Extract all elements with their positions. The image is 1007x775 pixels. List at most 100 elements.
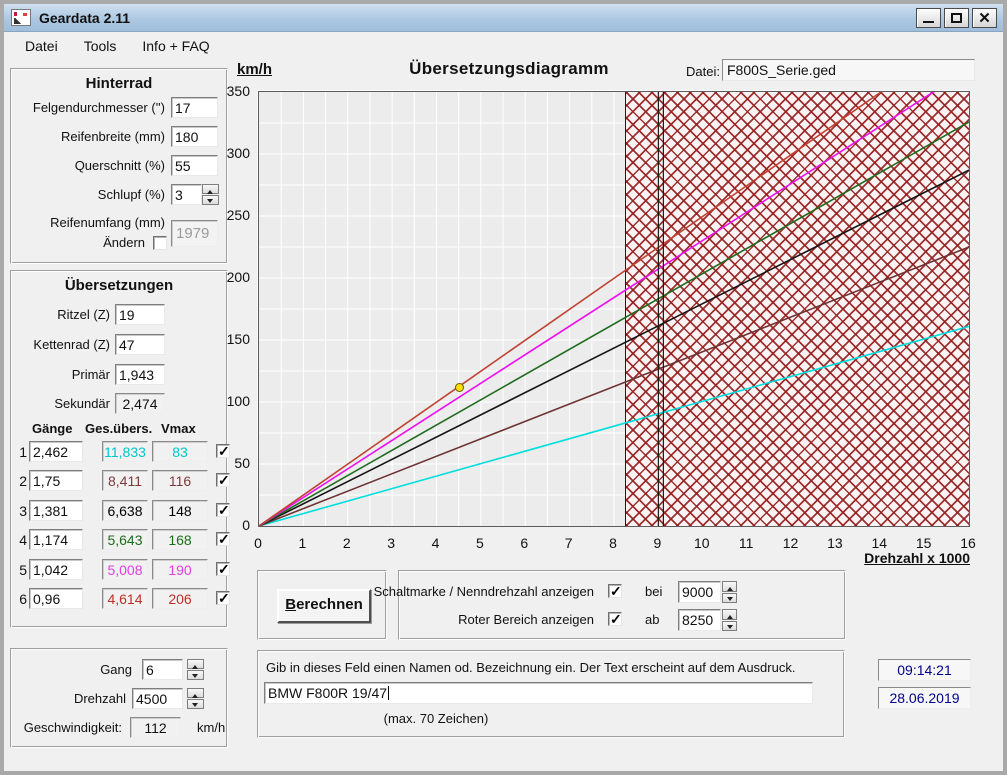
kettenrad-input[interactable] — [115, 334, 165, 355]
schaltmarke-checkbox[interactable] — [608, 583, 622, 600]
aktuell-group: Gang Drehzahl Geschwindigkeit: 112 km/h — [10, 648, 228, 748]
berechnen-button-label: Berechnen — [285, 596, 363, 613]
querschnitt-label: Querschnitt (%) — [74, 158, 165, 173]
y-tick-label: 350 — [226, 83, 250, 99]
step-down-icon[interactable] — [722, 592, 737, 603]
gear-vmax-value: 206 — [152, 588, 208, 609]
gear-checkbox[interactable] — [216, 443, 230, 460]
step-down-icon[interactable] — [722, 620, 737, 631]
step-down-icon[interactable] — [187, 670, 204, 680]
menu-tools[interactable]: Tools — [83, 38, 117, 54]
berechnen-button[interactable]: Berechnen — [277, 589, 371, 623]
step-down-icon[interactable] — [202, 195, 219, 205]
gear-checkbox[interactable] — [216, 561, 230, 578]
chart-title: Übersetzungsdiagramm — [409, 59, 609, 78]
gang-stepper[interactable] — [187, 659, 204, 680]
menu-datei[interactable]: Datei — [25, 38, 58, 54]
drehzahl-input[interactable] — [132, 688, 183, 709]
x-tick-label: 1 — [298, 535, 307, 551]
gear-ges-value: 8,411 — [102, 470, 148, 491]
chart-plot-area — [258, 91, 970, 527]
col-vmax: Vmax — [161, 421, 196, 436]
name-input[interactable]: BMW F800R 19/47 — [264, 682, 813, 704]
clock-date: 28.06.2019 — [878, 687, 971, 709]
chart-y-axis-label: km/h — [237, 61, 273, 78]
window-title: Geardata 2.11 — [39, 9, 131, 26]
kettenrad-label: Kettenrad (Z) — [33, 337, 110, 352]
ab-label: ab — [645, 612, 660, 627]
sekundaer-label: Sekundär — [54, 396, 110, 411]
gear-num: 4 — [19, 532, 27, 548]
reifenumfang-value: 1979 — [171, 220, 218, 247]
x-tick-label: 13 — [827, 535, 843, 551]
gear-checkbox[interactable] — [216, 502, 230, 519]
step-up-icon[interactable] — [722, 609, 737, 620]
step-down-icon[interactable] — [187, 699, 204, 709]
datei-filename: F800S_Serie.ged — [722, 59, 975, 81]
gear-checkbox[interactable] — [216, 590, 230, 607]
x-tick-label: 6 — [520, 535, 529, 551]
step-up-icon[interactable] — [202, 184, 219, 194]
gear-ratio-input[interactable] — [29, 470, 83, 491]
x-tick-label: 4 — [431, 535, 440, 551]
gear-vmax-value: 168 — [152, 529, 208, 550]
menu-bar: Datei Tools Info + FAQ — [4, 33, 1003, 59]
gear-num: 5 — [19, 562, 27, 578]
x-tick-label: 3 — [387, 535, 396, 551]
col-ges-uebers: Ges.übers. — [85, 421, 153, 436]
close-button[interactable]: ✕ — [972, 8, 997, 28]
roter-bereich-stepper[interactable] — [722, 609, 737, 631]
maximize-icon — [951, 13, 962, 23]
red-zone-hatch — [625, 92, 969, 526]
gear-vmax-value: 116 — [152, 470, 208, 491]
roter-bereich-input[interactable] — [678, 609, 721, 631]
geschwindigkeit-unit: km/h — [197, 720, 226, 735]
y-axis-ticks: 0 50 100 150 200 250 300 350 — [216, 83, 254, 533]
gang-label: Gang — [100, 662, 132, 677]
drehzahl-stepper[interactable] — [187, 688, 204, 709]
gear-ratio-input[interactable] — [29, 529, 83, 550]
primaer-input[interactable] — [115, 364, 165, 385]
gear-checkbox[interactable] — [216, 472, 230, 489]
ritzel-input[interactable] — [115, 304, 165, 325]
gang-input[interactable] — [142, 659, 183, 680]
schlupf-stepper[interactable] — [202, 184, 219, 205]
gear-ratio-input[interactable] — [29, 500, 83, 521]
gear-ratio-input[interactable] — [29, 588, 83, 609]
menu-info-faq[interactable]: Info + FAQ — [142, 38, 210, 54]
step-up-icon[interactable] — [722, 581, 737, 592]
text-caret — [388, 686, 390, 700]
aendern-checkbox[interactable] — [153, 236, 167, 250]
reifenbreite-input[interactable] — [171, 126, 218, 147]
close-icon: ✕ — [978, 9, 991, 27]
schlupf-input[interactable] — [171, 184, 202, 205]
x-tick-label: 7 — [564, 535, 573, 551]
roter-bereich-label: Roter Bereich anzeigen — [458, 612, 594, 627]
gear-vmax-value: 190 — [152, 559, 208, 580]
gear-ratio-input[interactable] — [29, 441, 83, 462]
name-group: Gib in dieses Feld einen Namen od. Bezei… — [257, 650, 845, 738]
title-bar[interactable]: Geardata 2.11 ✕ — [4, 4, 1003, 32]
step-up-icon[interactable] — [187, 659, 204, 669]
x-tick-label: 15 — [915, 535, 932, 551]
minimize-button[interactable] — [916, 8, 941, 28]
roter-bereich-checkbox[interactable] — [608, 611, 622, 628]
gear-ges-value: 5,643 — [102, 529, 148, 550]
nenndrehzahl-stepper[interactable] — [722, 581, 737, 603]
x-tick-label: 5 — [475, 535, 484, 551]
nenndrehzahl-input[interactable] — [678, 581, 721, 603]
app-icon — [11, 9, 31, 26]
datei-label: Datei: — [686, 64, 720, 79]
col-gaenge: Gänge — [32, 421, 73, 436]
step-up-icon[interactable] — [187, 688, 204, 698]
chart-x-axis-label: Drehzahl x 1000 — [864, 550, 970, 566]
gear-num: 3 — [19, 503, 27, 519]
querschnitt-input[interactable] — [171, 155, 218, 176]
gear-checkbox[interactable] — [216, 531, 230, 548]
felgendurchmesser-input[interactable] — [171, 97, 218, 118]
maximize-button[interactable] — [944, 8, 969, 28]
gear-ratio-input[interactable] — [29, 559, 83, 580]
reifenumfang-label: Reifenumfang (mm) — [50, 215, 165, 230]
reifenbreite-label: Reifenbreite (mm) — [60, 129, 165, 144]
